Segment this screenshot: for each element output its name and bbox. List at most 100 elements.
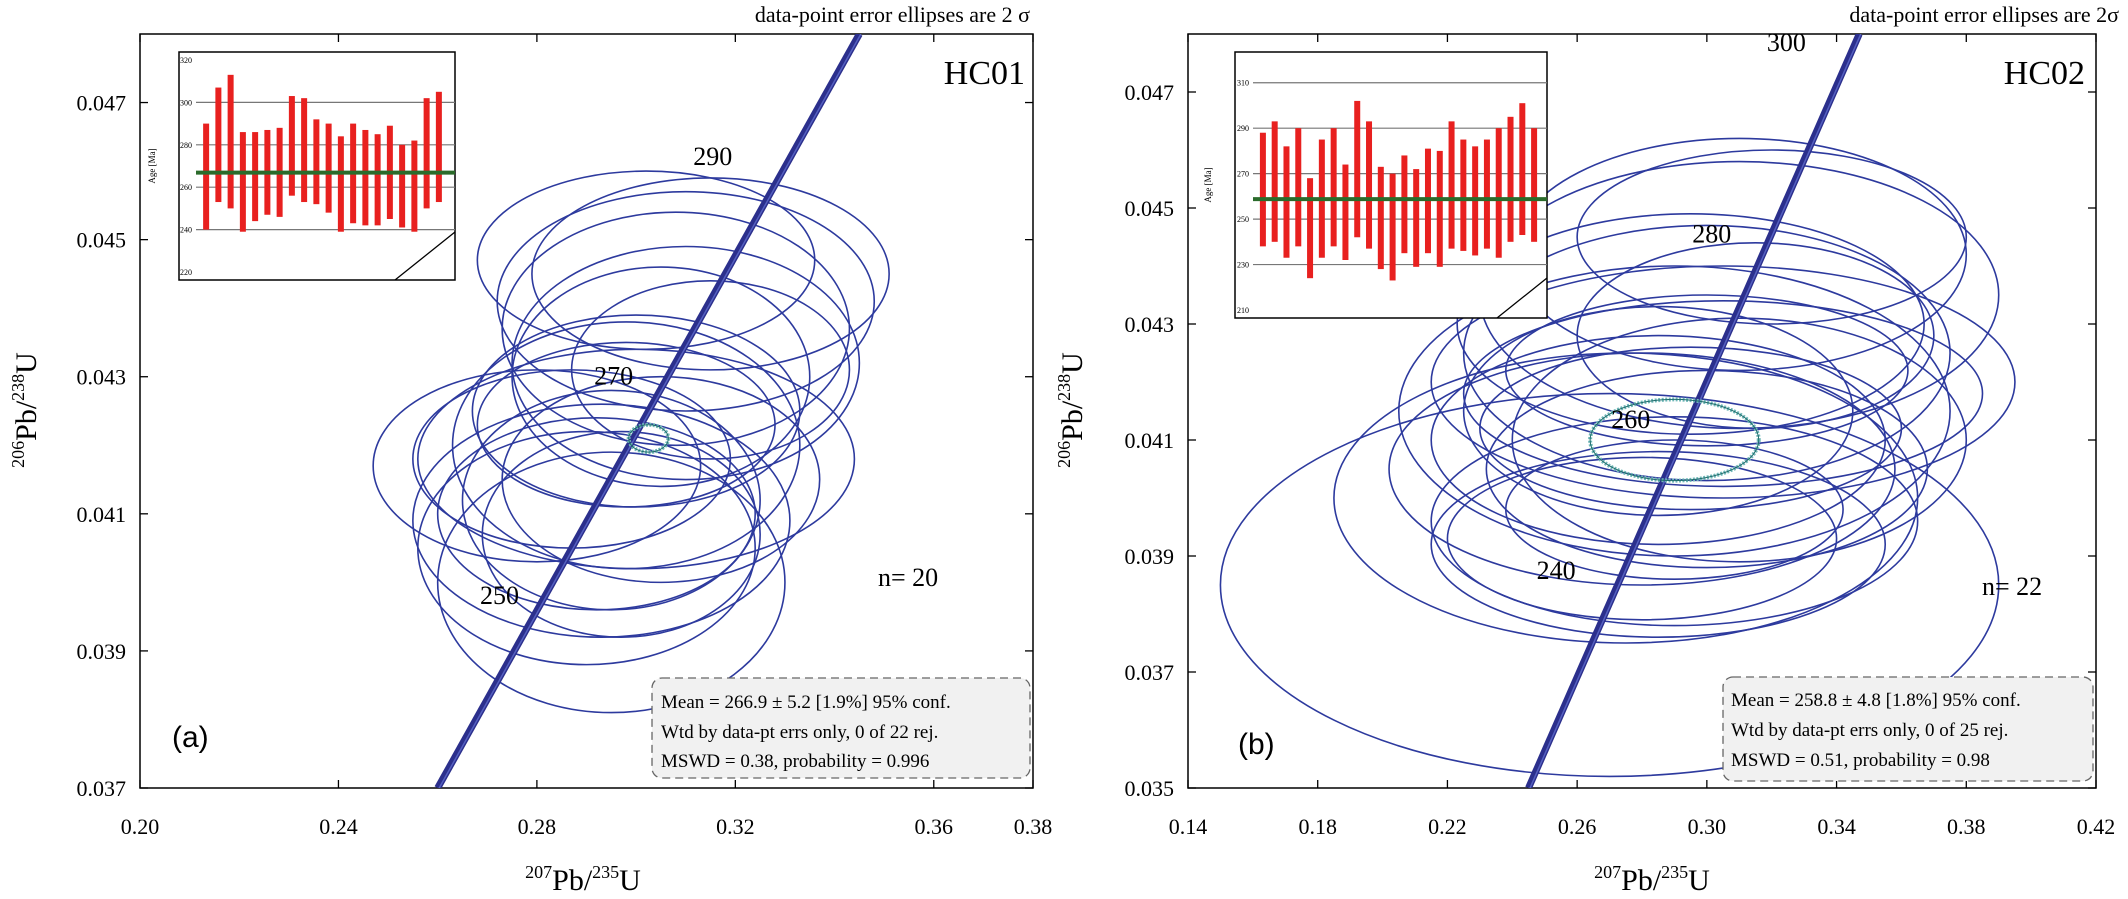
error-ellipse (501, 211, 851, 447)
inset-age-bar (1495, 128, 1502, 258)
panel-a-inset-ylabel: Age [Ma] (147, 148, 157, 183)
inset-age-bar (374, 134, 381, 226)
error-ellipse (1479, 346, 1903, 511)
concordia-age-label: 240 (1537, 556, 1576, 585)
inset-age-bar (301, 98, 308, 203)
error-ellipse (1462, 305, 1854, 517)
concordia-curve-highlight (438, 34, 862, 788)
inset-age-bar (411, 140, 418, 232)
error-ellipse (1430, 450, 1887, 639)
x-tick-label: 0.38 (1947, 814, 1986, 839)
panel-b-error-note: data-point error ellipses are 2σ (1849, 2, 2119, 27)
concordia-age-label: 250 (480, 581, 519, 610)
x-tick-label: 0.36 (915, 814, 954, 839)
concordia-age-label: 290 (693, 142, 732, 171)
error-ellipse (1446, 456, 1838, 621)
x-tick-label: 0.28 (518, 814, 557, 839)
panel-a-concordia-line-layer (434, 34, 863, 788)
inset-age-bar (1271, 121, 1278, 242)
inset-age-bar (1354, 100, 1361, 238)
panel-a-age-inset: 220 240 260 280 300 320 Age [Ma] (147, 51, 456, 281)
panel-b-concordia-chart: data-point error ellipses are 2σ 2402602… (1054, 2, 2119, 897)
x-tick-label: 0.22 (1428, 814, 1467, 839)
inset-age-bar (1377, 166, 1384, 270)
error-ellipse (1219, 392, 2000, 778)
panel-a-y-ticks-layer: 0.037 0.039 0.041 0.043 0.045 0.047 (77, 91, 1033, 801)
inset-age-bar (1295, 128, 1302, 247)
panel-b-y-axis-label: 206Pb/238U (1054, 352, 1089, 468)
y-tick-label: 0.043 (77, 365, 127, 390)
error-ellipse (1430, 265, 2016, 499)
error-ellipse (451, 321, 801, 570)
panel-b-age-labels-layer: 240 260 280 300 (1537, 28, 1806, 585)
concordia-age-label: 280 (1692, 220, 1731, 249)
inset-age-bar (203, 123, 210, 230)
error-ellipse (1462, 224, 1951, 482)
panel-a-n-label: n= 20 (878, 563, 938, 592)
error-ellipse (511, 266, 811, 488)
error-ellipse (1485, 369, 1929, 569)
error-ellipse (1456, 213, 1925, 435)
inset-age-bar (1389, 173, 1396, 281)
inset-age-bar (1342, 164, 1349, 260)
panel-a-error-note: data-point error ellipses are 2 σ (755, 2, 1030, 27)
inset-y-tick-label: 300 (180, 98, 192, 107)
error-ellipse (476, 170, 816, 351)
inset-y-tick-label: 230 (1237, 261, 1249, 270)
inset-age-bar (337, 136, 344, 232)
y-tick-label: 0.045 (77, 228, 127, 253)
error-ellipse (1505, 294, 1909, 447)
error-ellipse (372, 369, 702, 563)
panel-a-sample-title: HC01 (944, 55, 1025, 92)
concordia-curve-highlight (1529, 34, 1862, 788)
panel-b-n-label: n= 22 (1982, 572, 2042, 601)
error-ellipse (481, 430, 761, 639)
y-tick-label: 0.043 (1125, 312, 1175, 337)
error-ellipse (570, 279, 851, 460)
panel-a-mean-ellipse-layer (626, 422, 671, 455)
inset-age-bar (1330, 128, 1337, 247)
inset-y-tick-label: 220 (180, 268, 192, 277)
panel-a-x-axis-label: 207Pb/235U (525, 862, 641, 897)
x-tick-label: 0.14 (1169, 814, 1208, 839)
inset-age-bar (362, 129, 369, 226)
x-tick-label: 0.26 (1558, 814, 1597, 839)
panel-b-stat-weighting: Wtd by data-pt errs only, 0 of 25 rej. (1731, 720, 2008, 741)
panel-b-plot-frame (1187, 33, 2097, 789)
inset-age-bar (1460, 139, 1467, 251)
mean-ellipse-core (1589, 398, 1760, 482)
mean-ellipse-core (628, 424, 669, 453)
y-tick-label: 0.041 (1125, 428, 1175, 453)
inset-age-bar (1531, 128, 1538, 242)
inset-age-bar (288, 96, 295, 196)
error-ellipse (436, 417, 756, 611)
concordia-curve (1525, 34, 1863, 788)
panel-b-mean-ellipse-layer (1588, 397, 1761, 483)
panel-a-inset-callout (394, 231, 456, 281)
inset-age-bar (1448, 121, 1455, 249)
inset-age-bar (1283, 146, 1290, 258)
x-tick-label: 0.42 (2077, 814, 2116, 839)
y-tick-label: 0.035 (1125, 776, 1175, 801)
inset-age-bar (1436, 150, 1443, 267)
panel-b-ellipses-layer (1219, 137, 2016, 778)
panel-b-label: (b) (1238, 728, 1275, 761)
inset-y-tick-label: 240 (180, 226, 192, 235)
x-tick-label: 0.18 (1298, 814, 1337, 839)
inset-age-bar (252, 132, 259, 222)
inset-y-tick-label: 210 (1237, 306, 1249, 315)
y-tick-label: 0.037 (77, 776, 127, 801)
inset-age-bar (1401, 155, 1408, 254)
panel-b-stat-mswd: MSWD = 0.51, probability = 0.98 (1731, 750, 1990, 771)
panel-a-stat-mswd: MSWD = 0.38, probability = 0.996 (661, 751, 929, 772)
x-tick-label: 0.38 (1014, 814, 1053, 839)
error-ellipse (1462, 299, 1984, 488)
inset-age-bar (423, 98, 430, 209)
panel-a-concordia-chart: data-point error ellipses are 2 σ 250 270… (8, 2, 1052, 897)
panel-b-stat-mean: Mean = 258.8 ± 4.8 [1.8%] 95% conf. (1731, 690, 2021, 711)
panel-b-inset-callout (1496, 277, 1548, 319)
inset-age-bar (227, 74, 234, 209)
panel-a-y-axis-label: 206Pb/238U (8, 352, 43, 468)
y-tick-label: 0.037 (1125, 660, 1175, 685)
